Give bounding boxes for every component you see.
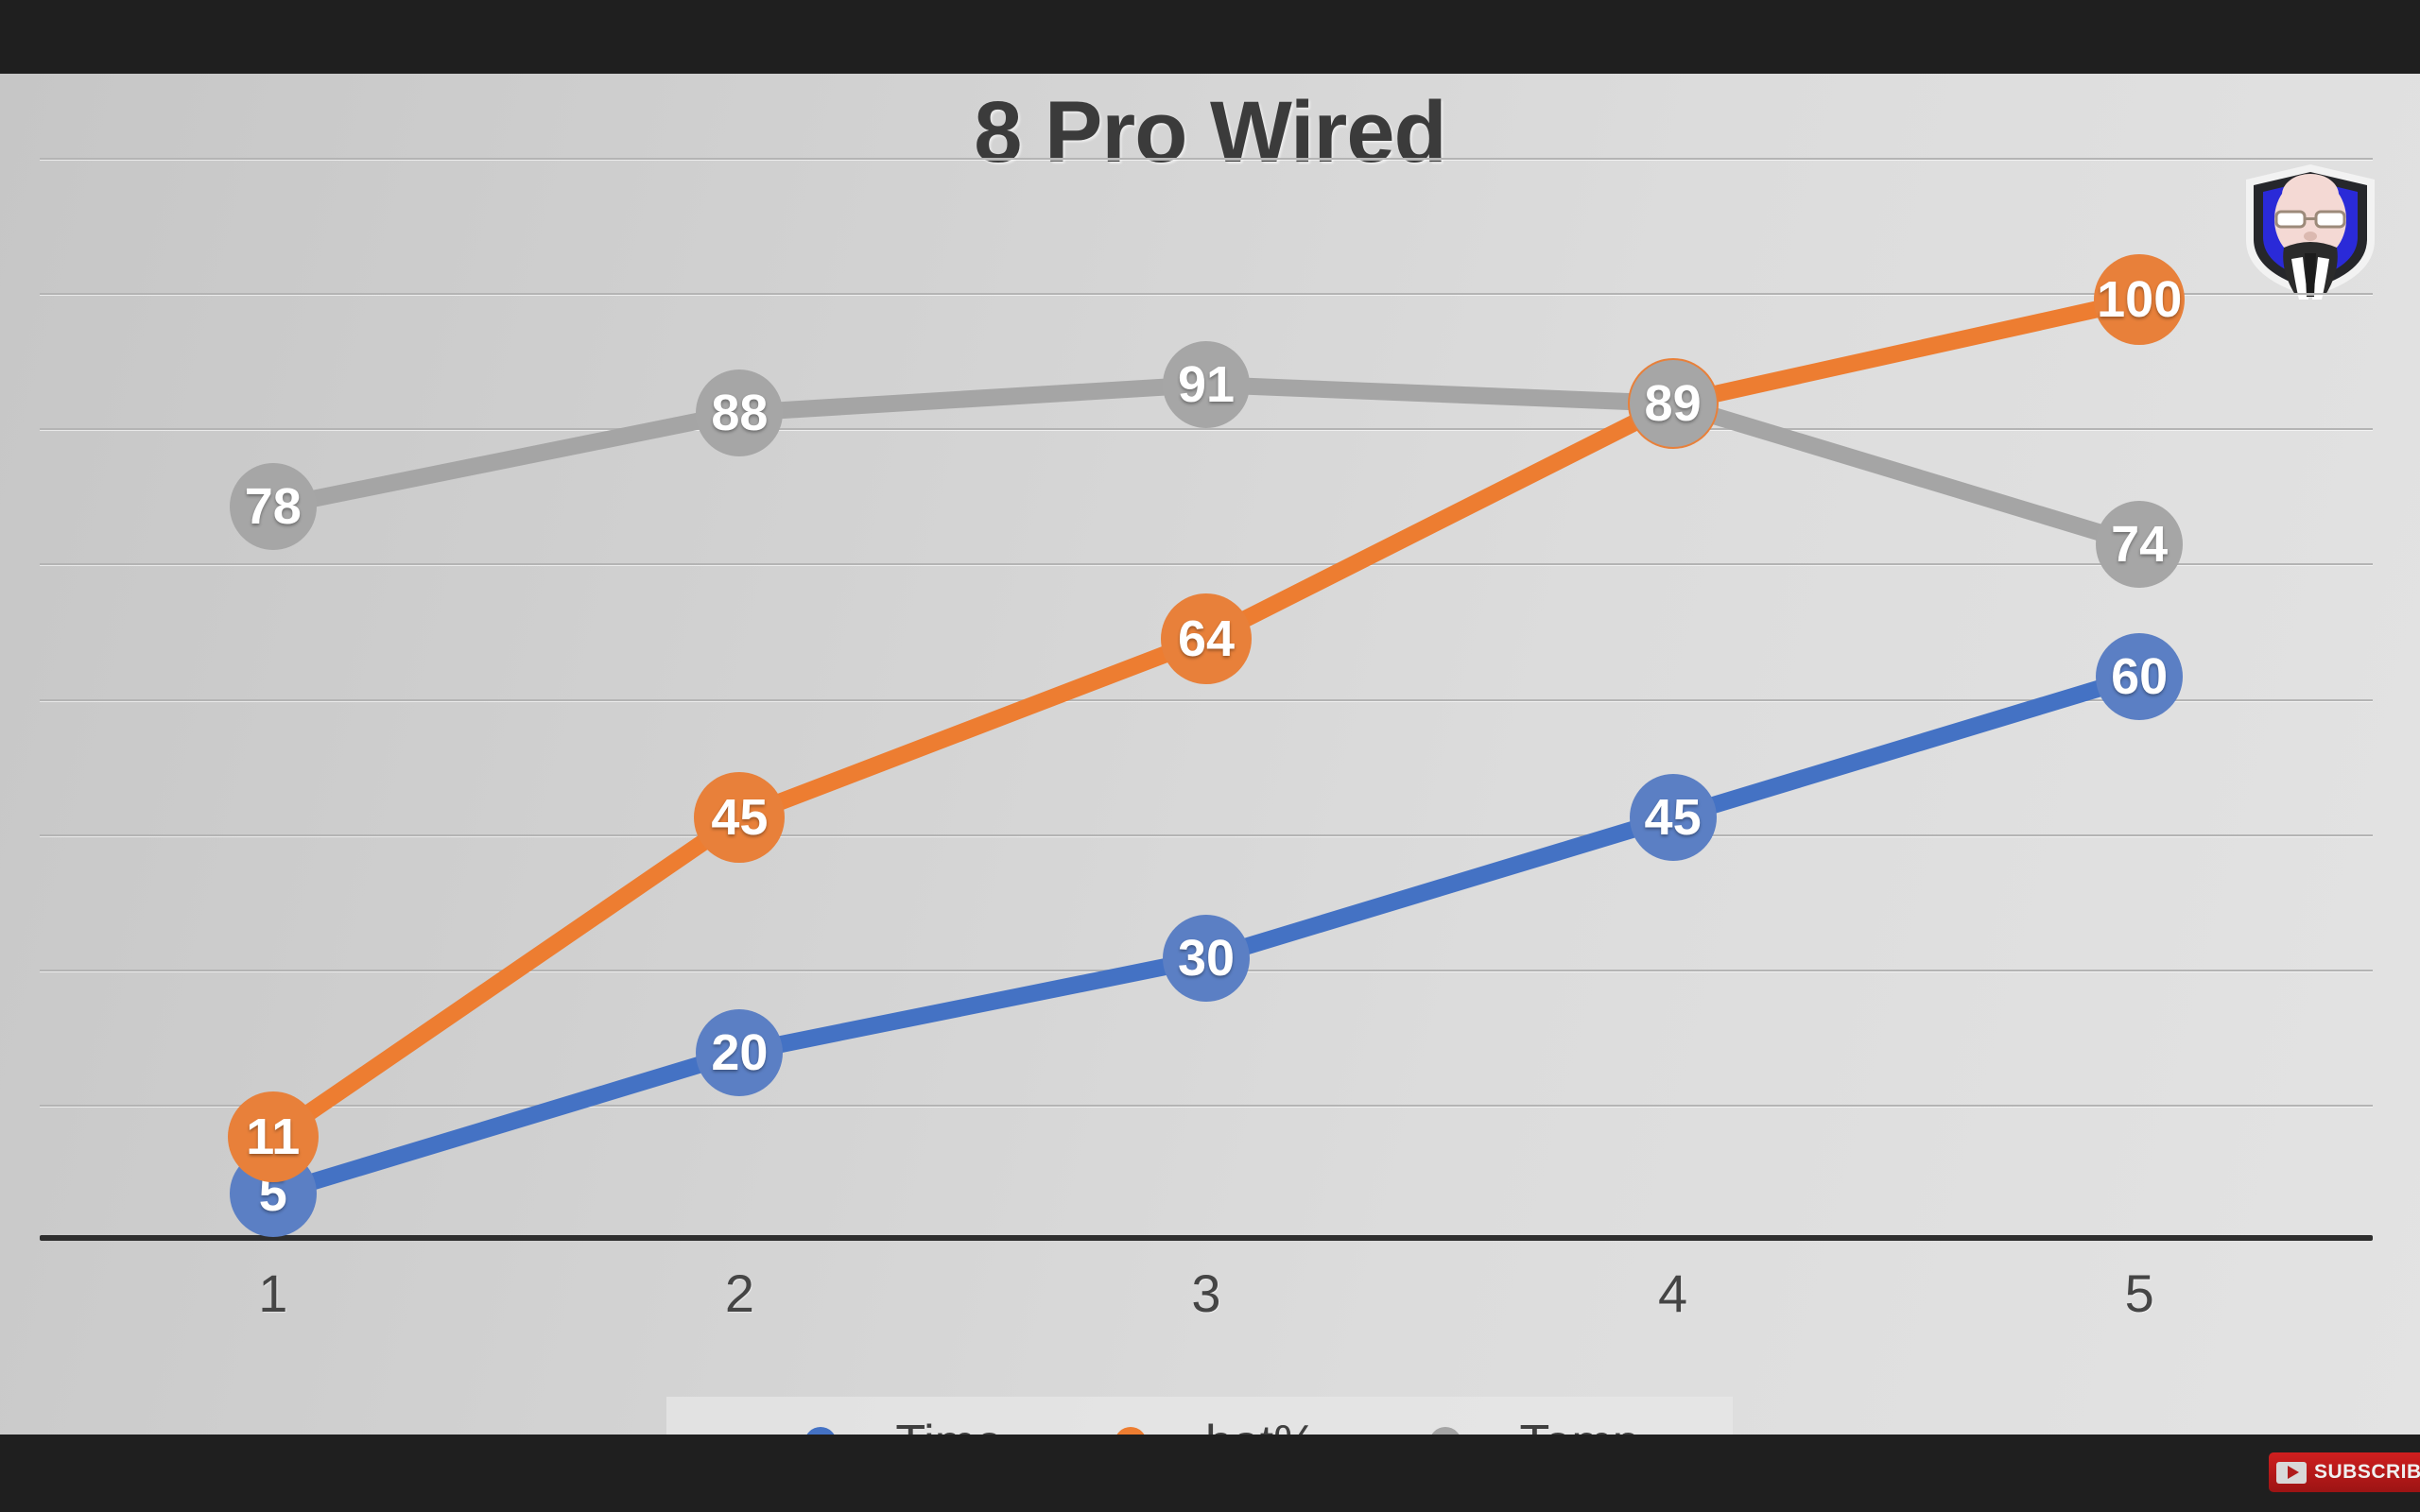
data-label-temp-5: 74: [2096, 501, 2184, 589]
data-label-bat-5: 100: [2094, 254, 2186, 346]
gridline: [40, 563, 2373, 566]
data-label-temp-3: 91: [1163, 340, 1250, 428]
chart-slide: 8 Pro Wired 5203045601145648: [0, 74, 2420, 1435]
data-label-bat-3: 64: [1161, 593, 1252, 684]
x-tick-4: 4: [1658, 1263, 1688, 1323]
youtube-play-icon: [2276, 1461, 2307, 1484]
data-label-bat-1: 11: [227, 1091, 319, 1183]
x-tick-1: 1: [258, 1263, 288, 1323]
x-tick-2: 2: [724, 1263, 754, 1323]
data-label-time-2: 20: [696, 1008, 784, 1096]
x-tick-3: 3: [1191, 1263, 1221, 1323]
letterbox-bottom: [0, 1435, 2420, 1512]
data-label-time-4: 45: [1629, 773, 1717, 861]
legend-swatch-bat-icon: [1069, 1427, 1192, 1435]
gridline: [40, 158, 2373, 160]
series-lines: [264, 291, 2149, 1203]
legend-label-temp: Temp: [1520, 1415, 1640, 1435]
chart-title: 8 Pro Wired: [974, 84, 1446, 180]
legend-label-time: Time: [895, 1415, 1003, 1435]
plot-area: 520304560114564891007888918974: [40, 158, 2373, 1241]
x-tick-5: 5: [2124, 1263, 2154, 1323]
gridline: [40, 293, 2373, 296]
legend-label-bat: bat%: [1205, 1415, 1318, 1435]
gridline: [40, 833, 2373, 836]
legend-swatch-temp-icon: [1384, 1427, 1507, 1435]
subscribe-button[interactable]: SUBSCRIBE: [2269, 1452, 2420, 1492]
legend-item-temp[interactable]: Temp: [1384, 1415, 1640, 1435]
data-label-bat-2: 45: [694, 771, 786, 863]
gridline: [40, 698, 2373, 701]
x-axis-line: [40, 1235, 2373, 1241]
legend-item-bat[interactable]: bat%: [1069, 1415, 1318, 1435]
gridline: [40, 428, 2373, 431]
data-label-temp-2: 88: [696, 369, 784, 456]
legend-item-time[interactable]: Time: [759, 1415, 1003, 1435]
data-label-temp-1: 78: [229, 463, 317, 551]
subscribe-label: SUBSCRIBE: [2314, 1461, 2420, 1483]
letterbox-top: [0, 0, 2420, 74]
data-label-temp-4: 89: [1629, 359, 1717, 447]
gridline: [40, 1104, 2373, 1107]
chart-legend[interactable]: Time bat% Temp: [666, 1397, 1733, 1435]
data-label-time-5: 60: [2096, 632, 2184, 720]
legend-swatch-time-icon: [759, 1427, 882, 1435]
channel-avatar-logo: [2246, 164, 2375, 300]
data-label-time-3: 30: [1163, 915, 1250, 1003]
